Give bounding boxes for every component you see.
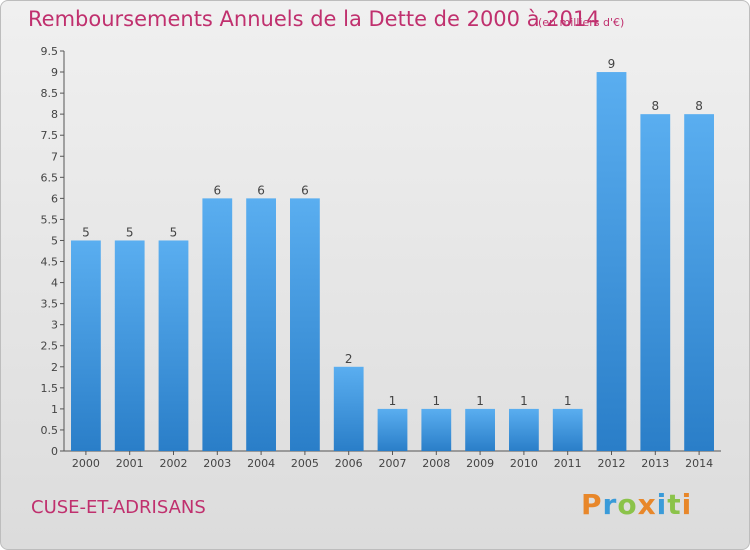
x-tick-label: 2014 — [685, 457, 713, 470]
bar-group: 5 5 5 6 6 6 2 1 1 1 1 1 9 8 8 — [71, 57, 714, 451]
data-label-2000: 5 — [82, 225, 90, 239]
x-tick-label: 2011 — [554, 457, 582, 470]
bar-2006 — [333, 366, 364, 451]
logo-letter: o — [617, 488, 638, 521]
data-label-2003: 6 — [213, 183, 221, 197]
y-tick-label: 1.5 — [41, 382, 59, 395]
bar-2010 — [509, 408, 539, 451]
x-tick-label: 2008 — [422, 457, 450, 470]
y-tick-label: 9.5 — [41, 45, 59, 58]
y-tick-label: 9 — [51, 66, 58, 79]
data-label-2008: 1 — [432, 394, 440, 408]
x-tick-label: 2005 — [291, 457, 319, 470]
x-tick-label: 2001 — [116, 457, 144, 470]
bar-2012 — [596, 72, 627, 451]
y-tick-label: 6 — [51, 192, 58, 205]
data-label-2009: 1 — [476, 394, 484, 408]
y-tick-label: 0 — [51, 445, 58, 458]
x-tick-label: 2013 — [641, 457, 669, 470]
logo-letter: P — [581, 488, 603, 521]
data-label-2005: 6 — [301, 183, 309, 197]
y-tick-group: 0 0.5 1 1.5 2 2.5 3 3.5 4 4.5 5 5.5 6 6.5 7 7.5 8 8.5 9 9.5 — [41, 45, 64, 458]
x-tick-label: 2004 — [247, 457, 275, 470]
x-tick-group: 2000 2001 2002 2003 2004 2005 2006 2007 2008 2009… — [72, 451, 713, 470]
bar-2000 — [71, 240, 101, 451]
commune-name: CUSE-ET-ADRISANS — [31, 497, 206, 518]
x-tick-label: 2012 — [598, 457, 626, 470]
data-label-2006: 2 — [345, 352, 353, 366]
data-label-2014: 8 — [695, 99, 703, 113]
bar-2014 — [684, 114, 714, 451]
data-label-2004: 6 — [257, 183, 265, 197]
bar-2003 — [202, 198, 233, 451]
bar-2005 — [290, 198, 320, 451]
x-tick-label: 2007 — [379, 457, 407, 470]
proxiti-logo: Proxiti — [581, 488, 692, 521]
x-tick-label: 2002 — [160, 457, 188, 470]
logo-letter: i — [681, 488, 693, 521]
data-label-2007: 1 — [389, 394, 397, 408]
x-tick-label: 2009 — [466, 457, 494, 470]
bar-2002 — [158, 240, 189, 451]
y-tick-label: 4 — [51, 277, 58, 290]
y-tick-label: 8.5 — [41, 87, 59, 100]
y-tick-label: 2 — [51, 361, 58, 374]
y-tick-label: 2.5 — [41, 340, 59, 353]
x-tick-label: 2010 — [510, 457, 538, 470]
y-tick-label: 5.5 — [41, 213, 59, 226]
bar-2011 — [552, 408, 583, 451]
data-label-2013: 8 — [651, 99, 659, 113]
y-tick-label: 7.5 — [41, 129, 59, 142]
logo-letter: r — [602, 488, 618, 521]
x-tick-label: 2006 — [335, 457, 363, 470]
bar-2007 — [377, 408, 408, 451]
data-label-2001: 5 — [126, 225, 134, 239]
bar-2009 — [465, 408, 495, 451]
y-tick-label: 0.5 — [41, 424, 59, 437]
logo-letter: t — [667, 488, 682, 521]
y-tick-label: 1 — [51, 403, 58, 416]
x-tick-label: 2003 — [203, 457, 231, 470]
logo-letter: x — [637, 488, 657, 521]
bar-2001 — [114, 240, 145, 451]
y-tick-label: 6.5 — [41, 171, 59, 184]
y-tick-label: 5 — [51, 234, 58, 247]
logo-letter: i — [656, 488, 668, 521]
y-tick-label: 4.5 — [41, 256, 59, 269]
chart-title: Remboursements Annuels de la Dette de 20… — [28, 7, 600, 31]
data-label-2010: 1 — [520, 394, 528, 408]
x-tick-label: 2000 — [72, 457, 100, 470]
y-tick-label: 3 — [51, 319, 58, 332]
data-label-2011: 1 — [564, 394, 572, 408]
data-label-2002: 5 — [170, 225, 178, 239]
y-tick-label: 8 — [51, 108, 58, 121]
y-tick-label: 3.5 — [41, 298, 59, 311]
chart-subtitle: (en milliers d'€) — [538, 16, 625, 29]
data-label-2012: 9 — [608, 57, 616, 71]
y-tick-label: 7 — [51, 150, 58, 163]
bar-2008 — [421, 408, 452, 451]
bar-2013 — [640, 114, 671, 451]
bar-2004 — [246, 198, 276, 451]
